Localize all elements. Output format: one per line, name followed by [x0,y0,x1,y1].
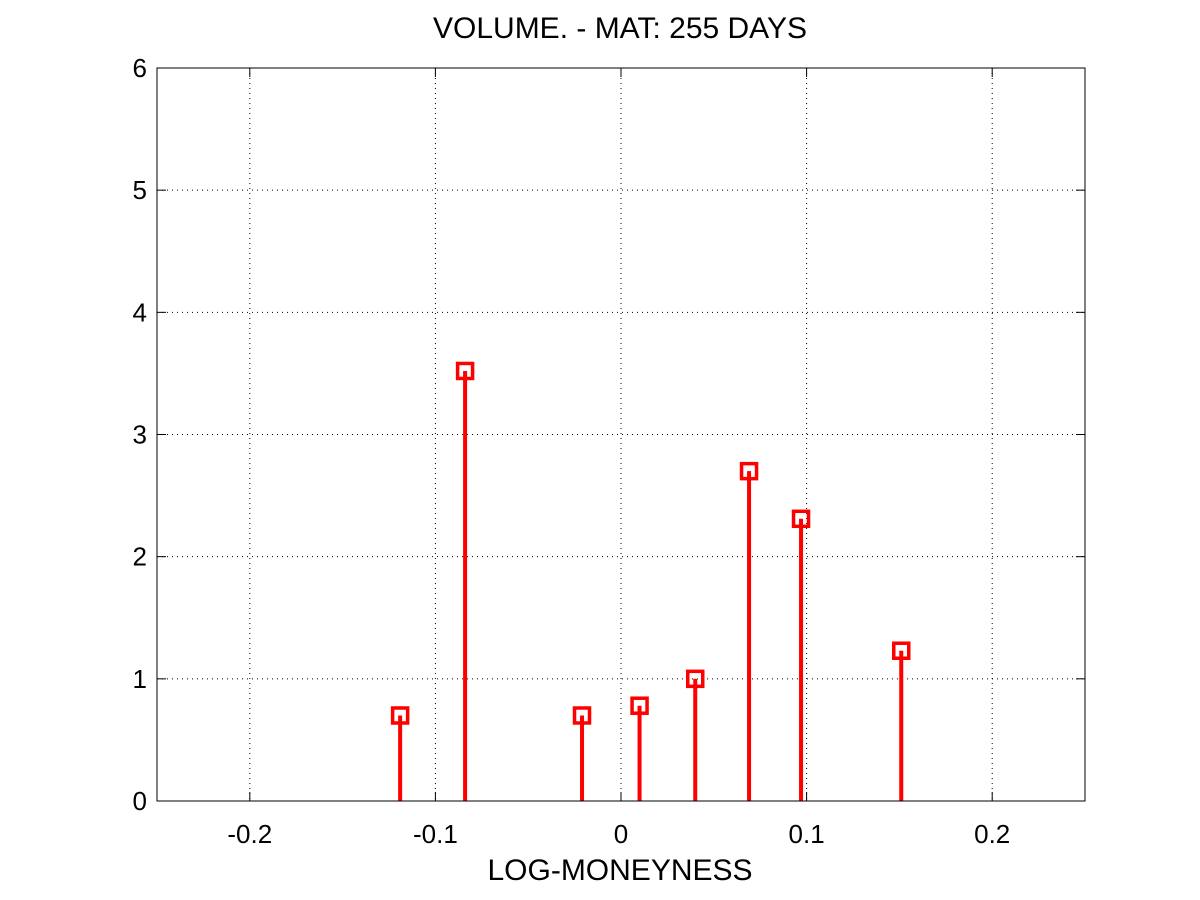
x-axis-label: LOG-MONEYNESS [487,854,752,887]
y-tick-label: 1 [133,664,147,694]
y-tick-label: 5 [133,175,147,205]
chart-title: VOLUME. - MAT: 255 DAYS [433,12,807,45]
y-tick-label: 6 [133,53,147,83]
plot-area [156,67,1086,802]
grid [157,67,1085,802]
data-series [390,361,911,801]
square-marker [630,696,649,715]
x-tick-label: 0 [614,819,628,849]
square-marker [572,706,592,725]
x-tick-label: 0.1 [789,819,825,849]
x-tick-label: -0.1 [413,819,458,849]
axis-ticks: -0.2 -0.1 0 0.1 0.2 0 1 2 3 4 5 6 [133,53,1085,849]
square-marker [892,641,911,660]
x-tick-label: -0.2 [227,819,272,849]
y-tick-label: 2 [133,542,147,572]
y-tick-label: 0 [133,786,147,816]
y-tick-label: 4 [133,297,147,327]
x-tick-label: 0.2 [974,819,1010,849]
y-tick-label: 3 [133,420,147,450]
square-marker [685,669,705,689]
square-marker [739,461,759,481]
square-marker [791,509,811,529]
square-marker [390,706,410,725]
square-marker [455,361,475,381]
